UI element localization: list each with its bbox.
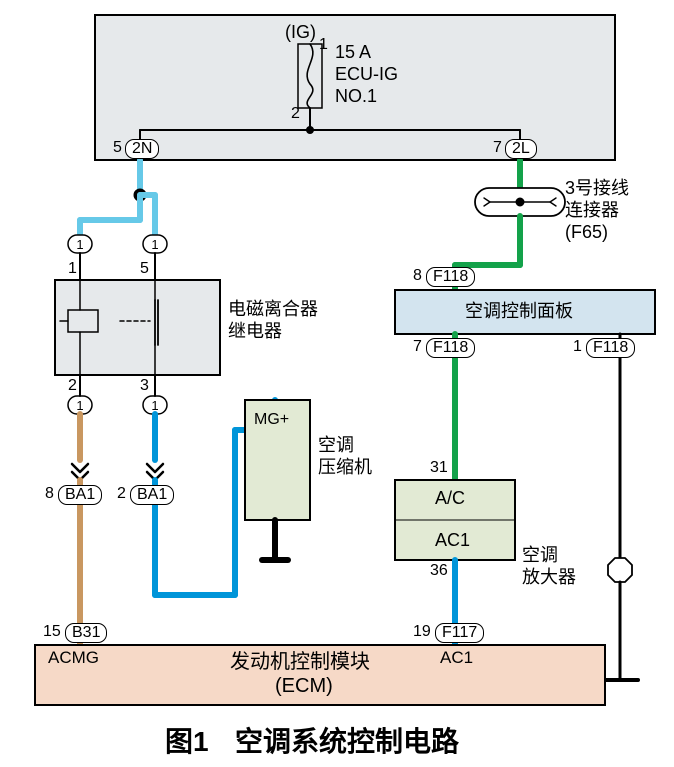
- junc-label1: 3号接线: [565, 178, 629, 200]
- splice1r-conn: BA1: [130, 485, 174, 505]
- acpanel-pin-bl: 7: [413, 338, 422, 356]
- ig-outR-conn: 2L: [505, 139, 537, 159]
- svg-text:1: 1: [151, 237, 158, 252]
- compressor-label2: 压缩机: [318, 457, 372, 479]
- ig-outR-pin: 7: [493, 139, 502, 157]
- svg-text:1: 1: [76, 398, 83, 413]
- amp-label2: 放大器: [522, 567, 576, 589]
- splice1r-pin: 2: [117, 485, 126, 503]
- relay-label1: 电磁离合器: [228, 299, 318, 321]
- splice1l-pin: 8: [45, 485, 54, 503]
- amp-top-text: A/C: [435, 488, 465, 510]
- fuse-line3: NO.1: [335, 86, 377, 108]
- splice1l-conn: BA1: [58, 485, 102, 505]
- relay-p2: 2: [68, 377, 77, 395]
- acpanel-pin-br: 1: [573, 338, 582, 356]
- relay-p5: 5: [140, 260, 149, 278]
- ecm-pin-r: 19: [413, 623, 431, 641]
- acpanel-conn-bl: F118: [426, 338, 475, 358]
- caption-prefix: 图1: [165, 720, 209, 760]
- amp-pin-top: 31: [430, 459, 448, 477]
- amp-bot-text: AC1: [435, 530, 470, 552]
- compressor-inner: MG+: [254, 410, 289, 429]
- ecm-title2: (ECM): [275, 674, 333, 698]
- ig-outL-pin: 5: [113, 139, 122, 157]
- relay-p3: 3: [140, 377, 149, 395]
- fuse-pin-top: 1: [319, 36, 328, 54]
- relay-label2: 继电器: [228, 321, 282, 343]
- amp-pin-bot: 36: [430, 562, 448, 580]
- svg-text:1: 1: [76, 237, 83, 252]
- ecm-label-l: ACMG: [48, 648, 99, 668]
- fuse-pin-bot: 2: [291, 105, 300, 123]
- ecm-conn-r: F117: [435, 623, 484, 643]
- junc-label3: (F65): [565, 222, 608, 244]
- ig-top-label: (IG): [285, 22, 316, 44]
- acpanel-pin-top: 8: [413, 267, 422, 285]
- fuse-line2: ECU-IG: [335, 64, 398, 86]
- svg-text:1: 1: [151, 398, 158, 413]
- fuse-line1: 15 A: [335, 42, 371, 64]
- compressor-label1: 空调: [318, 435, 354, 457]
- ig-outL-conn: 2N: [125, 139, 159, 159]
- ecm-pin-l: 15: [43, 623, 61, 641]
- ecm-label-r: AC1: [440, 648, 473, 668]
- relay-p1: 1: [68, 260, 77, 278]
- acpanel-label: 空调控制面板: [465, 301, 573, 323]
- caption-text: 空调系统控制电路: [235, 720, 459, 760]
- ecm-conn-l: B31: [65, 623, 107, 643]
- acpanel-conn-top: F118: [426, 267, 475, 287]
- amp-label1: 空调: [522, 545, 558, 567]
- ecm-title1: 发动机控制模块: [230, 650, 370, 674]
- junc-label2: 连接器: [565, 200, 619, 222]
- acpanel-conn-br: F118: [586, 338, 635, 358]
